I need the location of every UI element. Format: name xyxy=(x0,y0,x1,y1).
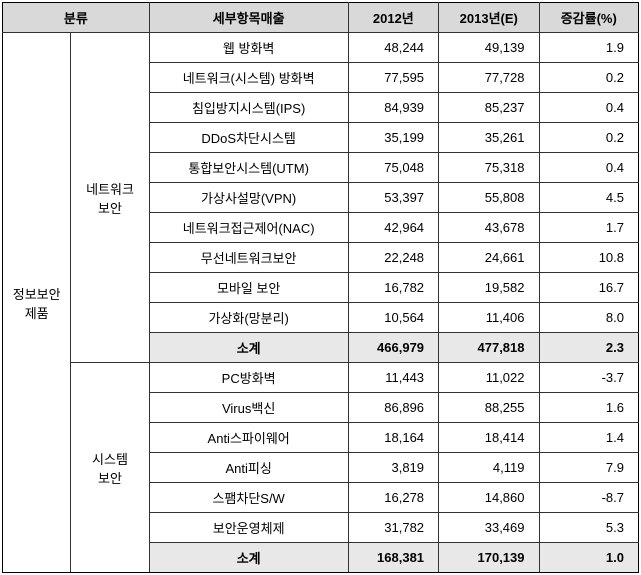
cell-y2013: 55,808 xyxy=(439,183,539,213)
cell-y2013: 49,139 xyxy=(439,33,539,63)
cell-y2012: 22,248 xyxy=(348,243,438,273)
cell-rate: 7.9 xyxy=(539,453,639,483)
cell-y2012: 10,564 xyxy=(348,303,438,333)
cell-y2012: 466,979 xyxy=(348,333,438,363)
cell-y2012: 3,819 xyxy=(348,453,438,483)
cell-y2013: 14,860 xyxy=(439,483,539,513)
cell-rate: -3.7 xyxy=(539,363,639,393)
cell-y2012: 53,397 xyxy=(348,183,438,213)
table-row: 시스템 보안PC방화벽11,44311,022-3.7 xyxy=(3,363,639,393)
cell-rate: 0.4 xyxy=(539,153,639,183)
cell-item: 소계 xyxy=(149,543,348,573)
cell-y2012: 86,896 xyxy=(348,393,438,423)
cell-y2012: 16,782 xyxy=(348,273,438,303)
cell-y2013: 11,022 xyxy=(439,363,539,393)
cell-y2013: 24,661 xyxy=(439,243,539,273)
cell-rate: 8.0 xyxy=(539,303,639,333)
cell-y2013: 88,255 xyxy=(439,393,539,423)
table-row: 정보보안 제품네트워크 보안웹 방화벽48,24449,1391.9 xyxy=(3,33,639,63)
cell-item: 통합보안시스템(UTM) xyxy=(149,153,348,183)
cell-item: 네트워크접근제어(NAC) xyxy=(149,213,348,243)
cell-item: 무선네트워크보안 xyxy=(149,243,348,273)
cell-item: Anti피싱 xyxy=(149,453,348,483)
rowgroup-sub: 네트워크 보안 xyxy=(71,33,149,363)
cell-y2013: 477,818 xyxy=(439,333,539,363)
cell-item: 가상화(망분리) xyxy=(149,303,348,333)
cell-item: 웹 방화벽 xyxy=(149,33,348,63)
cell-item: 침입방지시스템(IPS) xyxy=(149,93,348,123)
cell-y2013: 75,318 xyxy=(439,153,539,183)
cell-rate: 4.5 xyxy=(539,183,639,213)
cell-y2012: 35,199 xyxy=(348,123,438,153)
rowgroup-sub: 시스템 보안 xyxy=(71,363,149,573)
revenue-table: 분류 세부항목매출 2012년 2013년(E) 증감률(%) 정보보안 제품네… xyxy=(2,2,639,573)
cell-rate: 1.6 xyxy=(539,393,639,423)
cell-y2013: 33,469 xyxy=(439,513,539,543)
cell-y2013: 43,678 xyxy=(439,213,539,243)
header-y2012: 2012년 xyxy=(348,3,438,33)
cell-y2012: 75,048 xyxy=(348,153,438,183)
cell-rate: 10.8 xyxy=(539,243,639,273)
header-item: 세부항목매출 xyxy=(149,3,348,33)
cell-y2012: 77,595 xyxy=(348,63,438,93)
rowgroup-main: 정보보안 제품 xyxy=(3,33,71,573)
cell-y2012: 31,782 xyxy=(348,513,438,543)
cell-y2012: 16,278 xyxy=(348,483,438,513)
cell-rate: 5.3 xyxy=(539,513,639,543)
cell-y2012: 84,939 xyxy=(348,93,438,123)
cell-rate: 1.7 xyxy=(539,213,639,243)
cell-item: 가상사설망(VPN) xyxy=(149,183,348,213)
cell-rate: 2.3 xyxy=(539,333,639,363)
cell-item: 스팸차단S/W xyxy=(149,483,348,513)
cell-rate: 1.9 xyxy=(539,33,639,63)
cell-y2012: 42,964 xyxy=(348,213,438,243)
cell-y2012: 11,443 xyxy=(348,363,438,393)
cell-item: Anti스파이웨어 xyxy=(149,423,348,453)
cell-item: 소계 xyxy=(149,333,348,363)
cell-rate: 0.2 xyxy=(539,63,639,93)
header-category: 분류 xyxy=(3,3,150,33)
header-y2013: 2013년(E) xyxy=(439,3,539,33)
cell-item: 모바일 보안 xyxy=(149,273,348,303)
cell-item: DDoS차단시스템 xyxy=(149,123,348,153)
table-header-row: 분류 세부항목매출 2012년 2013년(E) 증감률(%) xyxy=(3,3,639,33)
cell-y2013: 11,406 xyxy=(439,303,539,333)
cell-rate: 0.2 xyxy=(539,123,639,153)
cell-y2013: 170,139 xyxy=(439,543,539,573)
cell-y2012: 168,381 xyxy=(348,543,438,573)
cell-y2013: 85,237 xyxy=(439,93,539,123)
cell-rate: -8.7 xyxy=(539,483,639,513)
cell-rate: 0.4 xyxy=(539,93,639,123)
cell-rate: 16.7 xyxy=(539,273,639,303)
header-rate: 증감률(%) xyxy=(539,3,639,33)
cell-item: 보안운영체제 xyxy=(149,513,348,543)
cell-rate: 1.0 xyxy=(539,543,639,573)
cell-y2013: 18,414 xyxy=(439,423,539,453)
cell-item: PC방화벽 xyxy=(149,363,348,393)
cell-y2013: 35,261 xyxy=(439,123,539,153)
cell-y2012: 48,244 xyxy=(348,33,438,63)
cell-y2012: 18,164 xyxy=(348,423,438,453)
cell-item: 네트워크(시스템) 방화벽 xyxy=(149,63,348,93)
cell-y2013: 4,119 xyxy=(439,453,539,483)
cell-y2013: 77,728 xyxy=(439,63,539,93)
cell-y2013: 19,582 xyxy=(439,273,539,303)
cell-rate: 1.4 xyxy=(539,423,639,453)
cell-item: Virus백신 xyxy=(149,393,348,423)
